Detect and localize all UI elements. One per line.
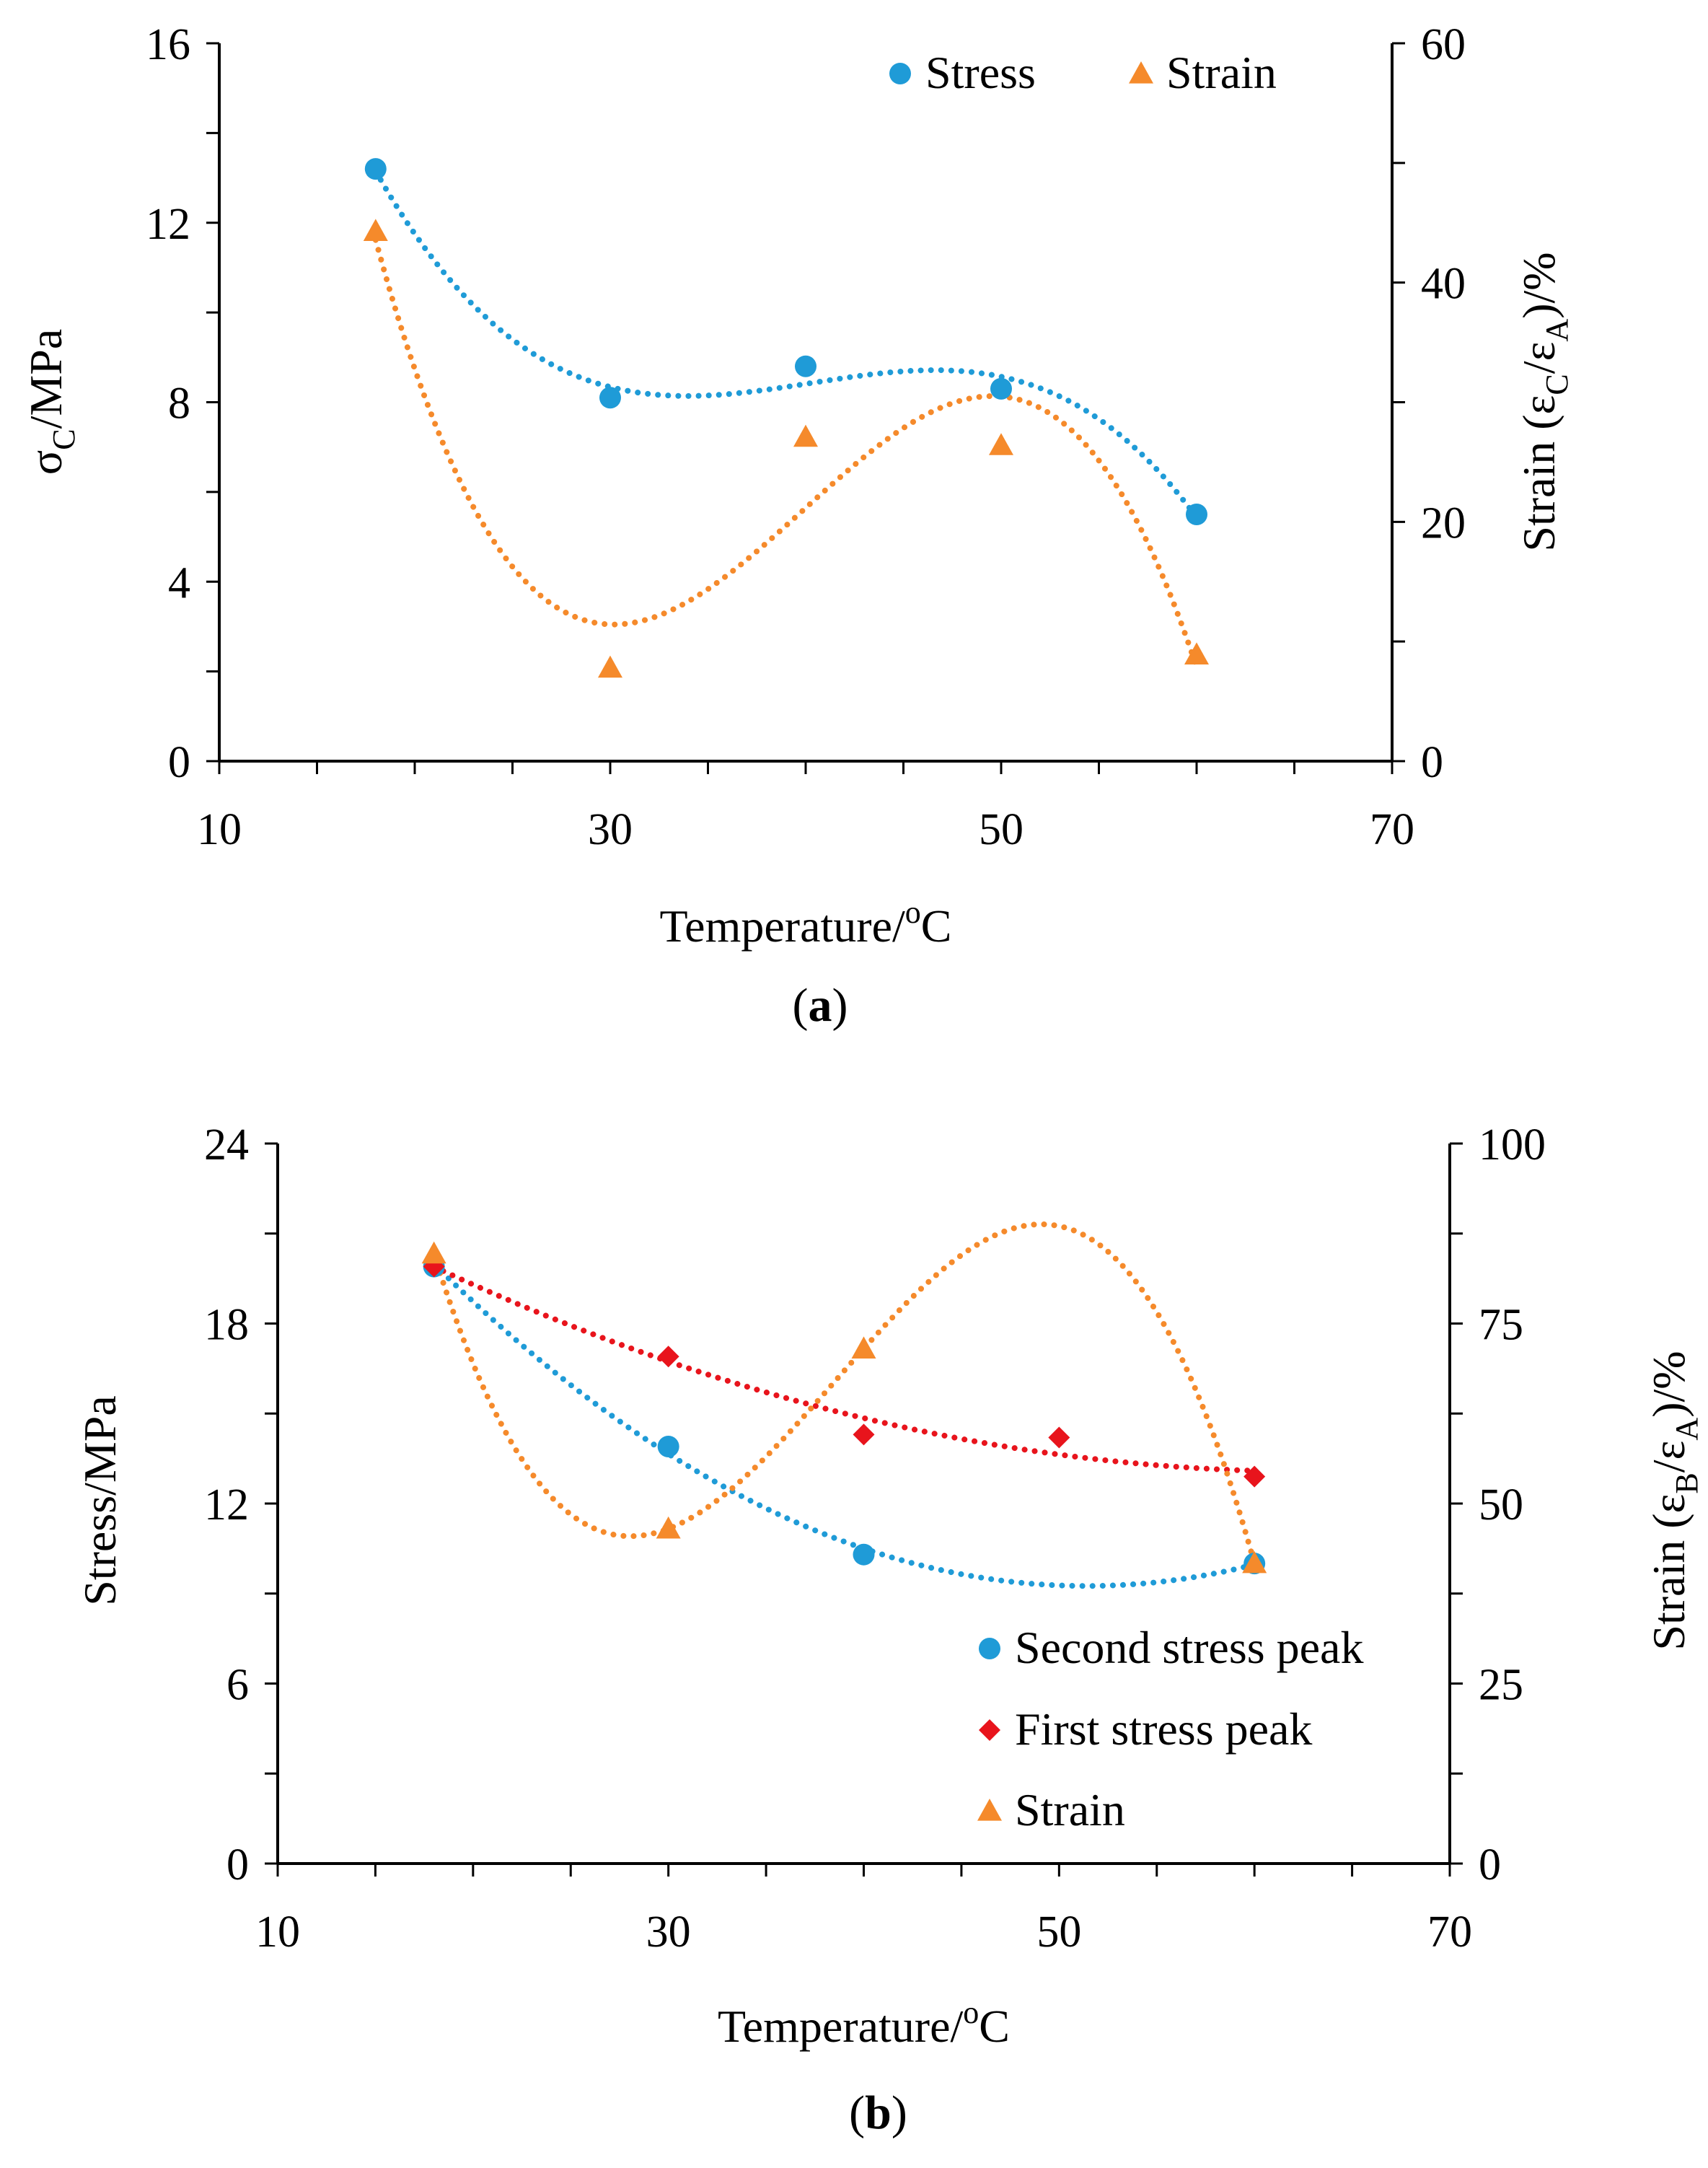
y-right-tick-label: 0: [1479, 1840, 1501, 1890]
legend-marker-first-stress-peak: [979, 1719, 1000, 1741]
data-point-first-stress-peak: [1243, 1465, 1266, 1488]
x-axis-title-unit: C: [921, 900, 952, 952]
legend-marker-strain: [977, 1799, 1002, 1821]
y-right-title-sub: A: [1539, 319, 1575, 342]
x-tick-label: 30: [588, 805, 633, 854]
data-point-strain: [989, 433, 1013, 455]
x-axis-title-text: Temperature/: [660, 900, 905, 952]
caption-open: (: [793, 979, 809, 1032]
x-axis-title-degree: o: [905, 895, 921, 930]
y-right-title-part: )/%: [1513, 252, 1564, 318]
panel-a-chart: 10 30 50 7004812160204060Temperature/oCσC/M…: [20, 20, 1575, 1032]
y-left-title-main: Stress/MPa: [74, 1395, 126, 1606]
data-point-second-stress-peak: [853, 1543, 875, 1566]
y-left-tick-label: 12: [146, 200, 190, 249]
data-point-strain: [598, 655, 622, 678]
legend-marker-stress: [889, 63, 911, 84]
data-point-first-stress-peak: [853, 1423, 875, 1446]
y-right-title-part: /ε: [1513, 342, 1564, 374]
y-left-tick-label: 12: [204, 1480, 249, 1530]
x-tick-label: 70: [1370, 805, 1414, 854]
data-point-stress: [1186, 503, 1207, 525]
y-right-title-sub: C: [1539, 374, 1575, 395]
data-point-second-stress-peak: [657, 1435, 679, 1457]
y-left-title-main: σ: [20, 450, 71, 475]
y-left-title-unit: /MPa: [20, 329, 71, 429]
x-tick-label: 50: [979, 805, 1024, 854]
x-tick-label: 10: [255, 1908, 300, 1957]
y-left-tick-label: 0: [226, 1840, 249, 1890]
trendline-second-stress-peak: [431, 1261, 1258, 1589]
data-point-stress: [795, 355, 816, 377]
trendline-strain: [431, 1221, 1258, 1566]
y-right-title-part: )/%: [1643, 1351, 1694, 1417]
caption-close: ): [892, 2086, 907, 2139]
caption-letter: a: [809, 979, 832, 1032]
y-right-tick-label: 50: [1479, 1480, 1523, 1530]
legend-marker-strain: [1129, 61, 1153, 84]
y-left-title-sub: C: [46, 429, 82, 449]
y-left-tick-label: 6: [226, 1661, 249, 1710]
data-point-stress: [599, 387, 621, 409]
y-left-tick-label: 16: [146, 20, 190, 69]
y-left-tick-label: 24: [204, 1120, 249, 1169]
y-right-title-sub: B: [1669, 1473, 1704, 1493]
x-axis-title-unit: C: [979, 2001, 1010, 2052]
legend-marker-second-stress-peak: [979, 1638, 1000, 1659]
x-tick-label: 70: [1427, 1908, 1472, 1957]
x-axis-title: Temperature/oC: [660, 895, 952, 952]
caption-close: ): [832, 979, 848, 1032]
x-axis-title-degree: o: [963, 1995, 979, 2030]
y-right-tick-label: 75: [1479, 1301, 1523, 1350]
x-axis-title-text: Temperature/: [718, 2001, 963, 2052]
legend-label: Second stress peak: [1015, 1622, 1363, 1673]
y-right-tick-label: 20: [1421, 499, 1466, 548]
caption-letter: b: [865, 2086, 892, 2139]
x-tick-label: 30: [646, 1908, 691, 1957]
data-point-strain: [851, 1336, 876, 1359]
data-point-stress: [364, 158, 387, 180]
y-left-tick-label: 0: [168, 738, 190, 787]
caption-open: (: [849, 2086, 865, 2139]
y-left-tick-label: 8: [168, 379, 190, 429]
y-left-tick-label: 4: [168, 558, 190, 607]
data-point-strain: [421, 1241, 446, 1264]
data-point-strain: [1242, 1550, 1267, 1574]
data-point-strain: [1184, 642, 1209, 665]
trendline-strain: [372, 237, 1199, 670]
y-right-tick-label: 60: [1421, 20, 1466, 69]
y-right-tick-label: 40: [1421, 260, 1466, 309]
y-right-title-sub: A: [1669, 1418, 1704, 1441]
y-left-tick-label: 18: [204, 1301, 249, 1350]
legend-label: First stress peak: [1015, 1703, 1312, 1755]
x-tick-label: 10: [197, 805, 242, 854]
y-right-title-part: /ε: [1643, 1441, 1694, 1473]
data-point-strain: [363, 219, 388, 241]
data-point-strain: [656, 1516, 681, 1539]
legend-label: Stress: [925, 47, 1036, 98]
legend-label: Strain: [1015, 1784, 1125, 1835]
y-right-tick-label: 0: [1421, 738, 1443, 787]
y-right-tick-label: 100: [1479, 1120, 1546, 1169]
y-right-axis-title: Strain (εC/εA)/%: [1513, 252, 1575, 551]
y-right-title-part: Strain (ε: [1513, 395, 1564, 552]
x-axis-title: Temperature/oC: [718, 1995, 1010, 2052]
y-left-axis-title: Stress/MPa: [74, 1395, 126, 1606]
data-point-stress: [990, 377, 1012, 400]
data-point-strain: [793, 424, 818, 447]
panel-caption: (a): [793, 979, 848, 1032]
panel-b-chart: 10 30 50 70061218240255075100Temperature/oC…: [74, 1120, 1704, 2139]
legend-label: Strain: [1166, 47, 1277, 98]
y-right-tick-label: 25: [1479, 1661, 1523, 1710]
y-right-title-part: Strain (ε: [1643, 1494, 1694, 1651]
x-tick-label: 50: [1036, 1908, 1081, 1957]
data-point-first-stress-peak: [657, 1346, 679, 1368]
data-point-first-stress-peak: [1048, 1426, 1070, 1449]
panel-caption: (b): [849, 2086, 907, 2139]
trendline-stress: [372, 168, 1199, 521]
y-left-axis-title: σC/MPa: [20, 329, 82, 475]
y-right-axis-title: Strain (εB/εA)/%: [1643, 1351, 1704, 1650]
trendline-first-stress-peak: [431, 1263, 1258, 1474]
